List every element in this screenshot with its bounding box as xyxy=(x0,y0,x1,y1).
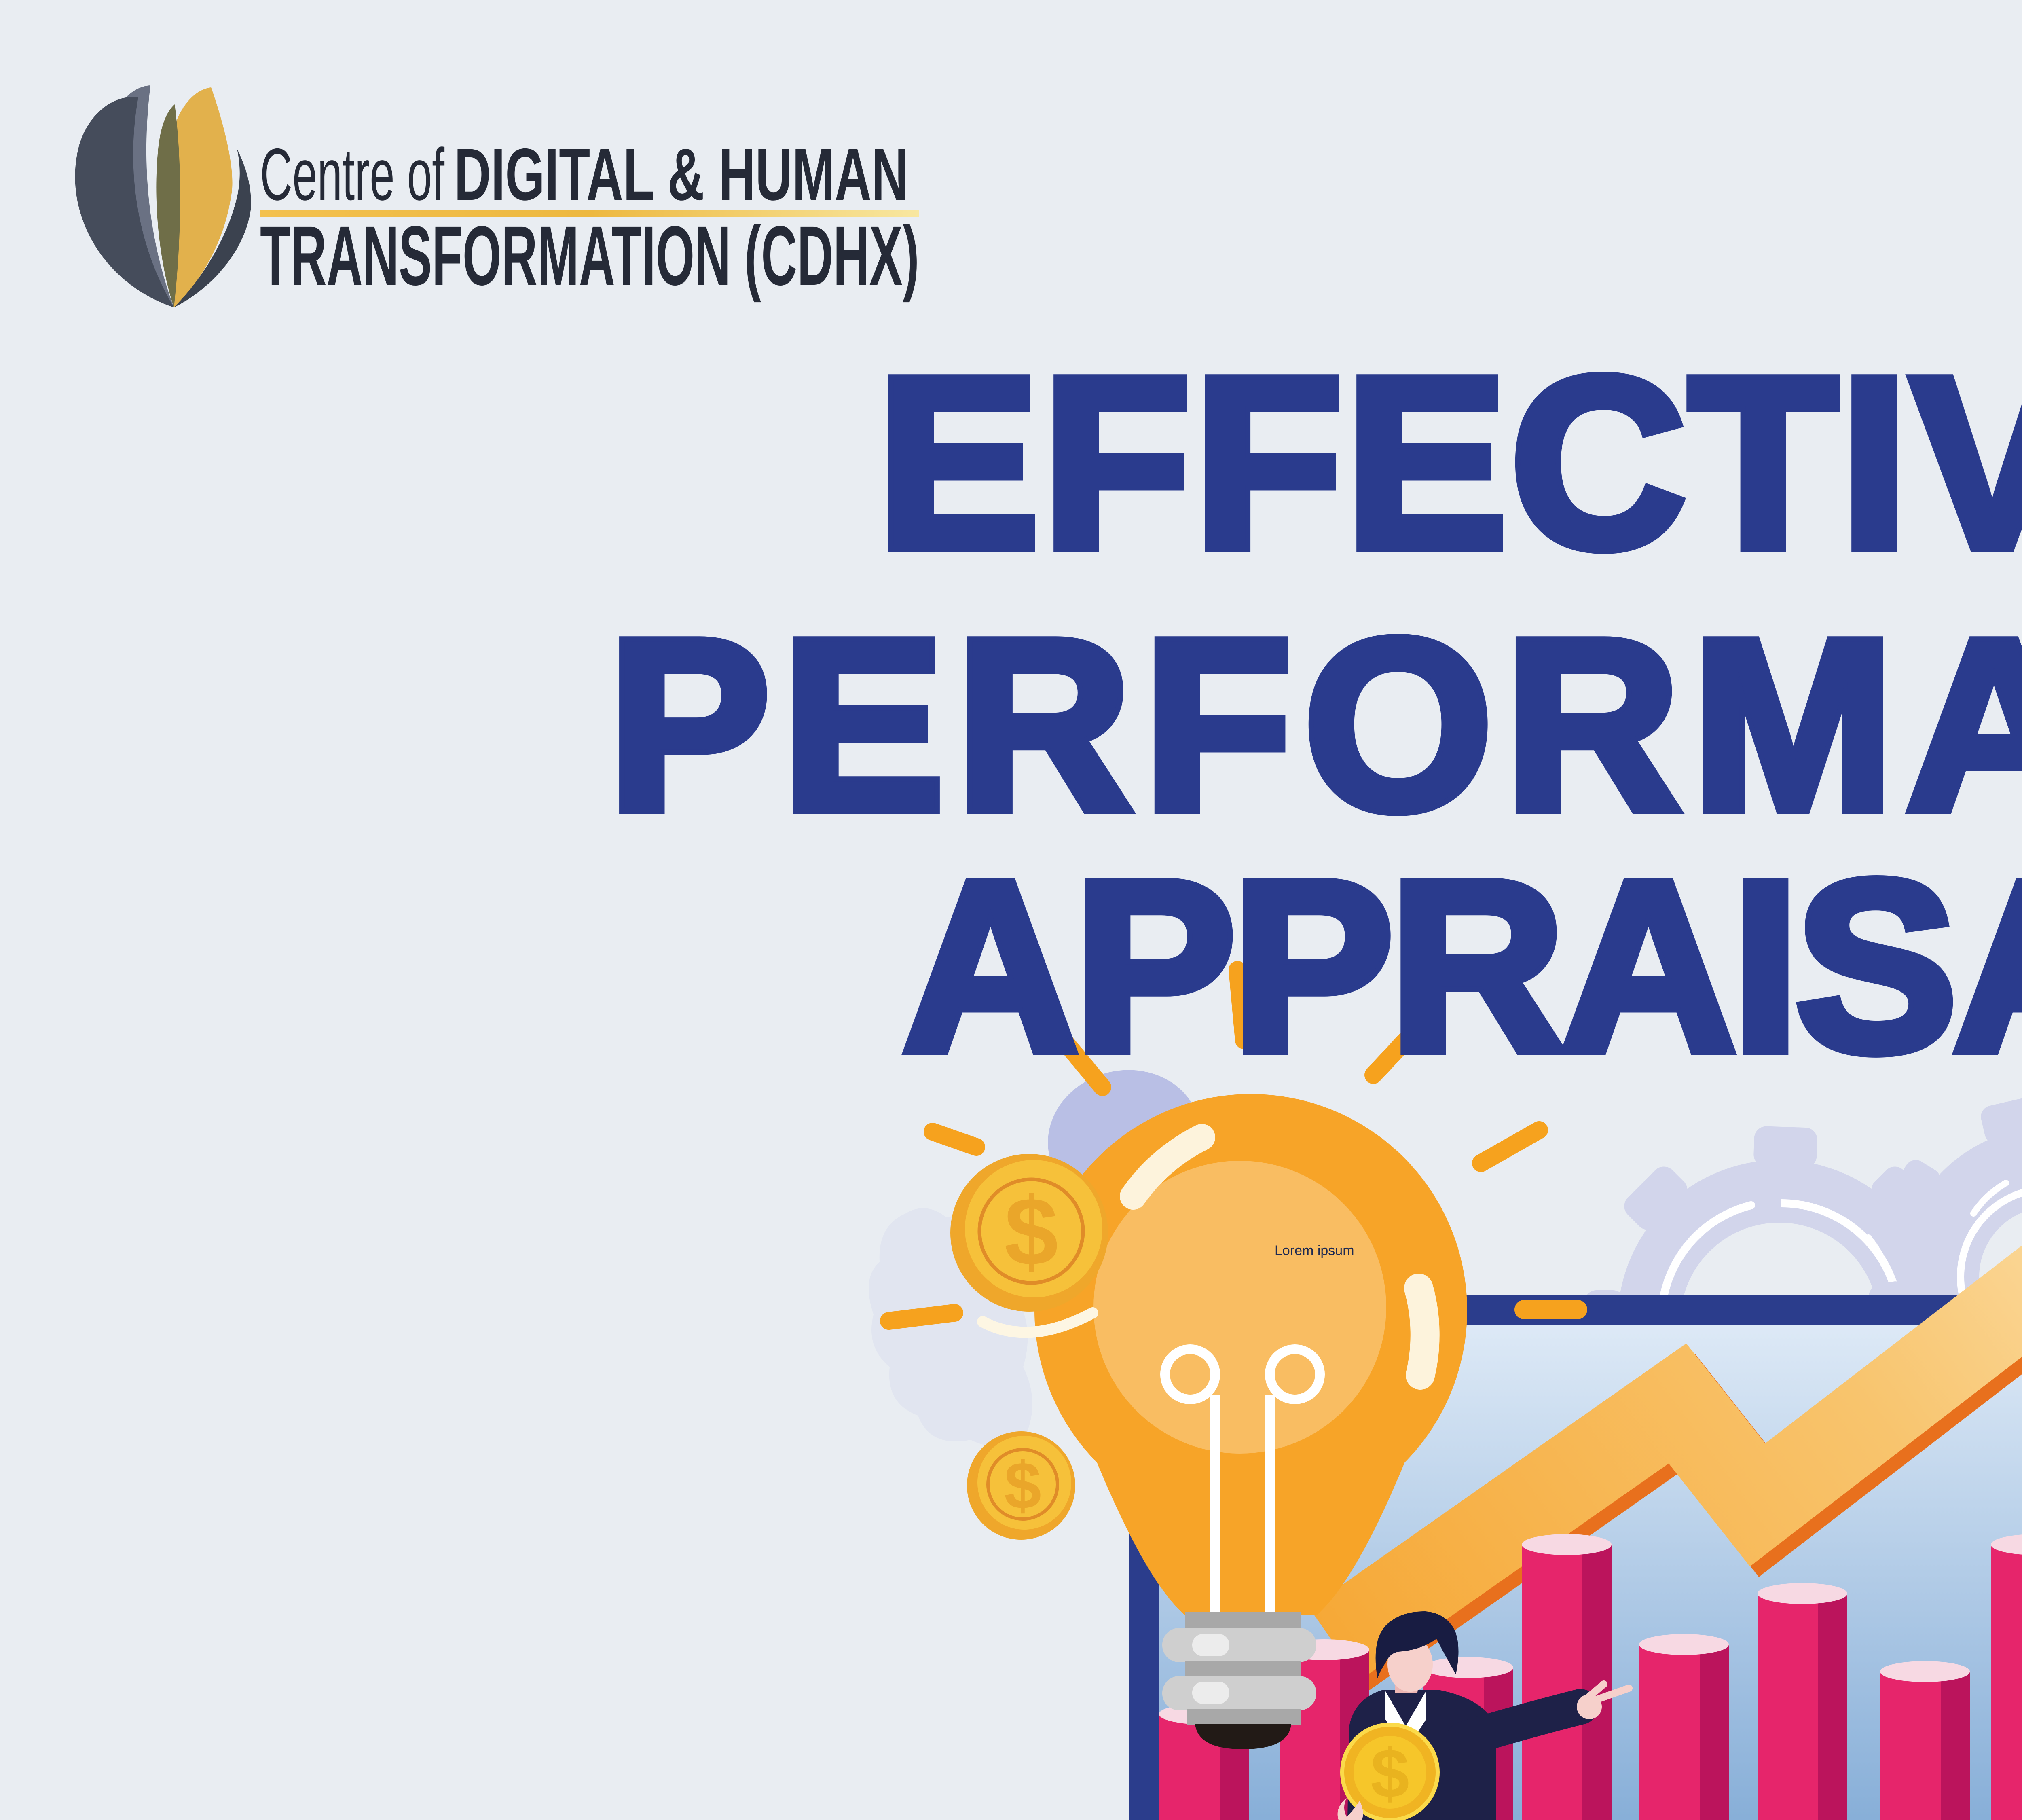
svg-text:Lorem ipsum: Lorem ipsum xyxy=(1275,1243,1354,1258)
svg-text:APPRAISAL: APPRAISAL xyxy=(903,831,2022,1102)
svg-text:$: $ xyxy=(1004,1448,1041,1523)
svg-text:DIGITAL & HUMAN: DIGITAL & HUMAN xyxy=(454,133,908,216)
svg-text:$: $ xyxy=(1004,1177,1058,1286)
svg-text:EFFECTIVE: EFFECTIVE xyxy=(878,327,2022,598)
svg-text:TRANSFORMATION (CDHX): TRANSFORMATION (CDHX) xyxy=(260,209,919,303)
svg-text:PERFORMANCE: PERFORMANCE xyxy=(608,589,2022,860)
svg-text:$: $ xyxy=(1371,1735,1409,1812)
svg-text:Centre of: Centre of xyxy=(260,133,444,216)
